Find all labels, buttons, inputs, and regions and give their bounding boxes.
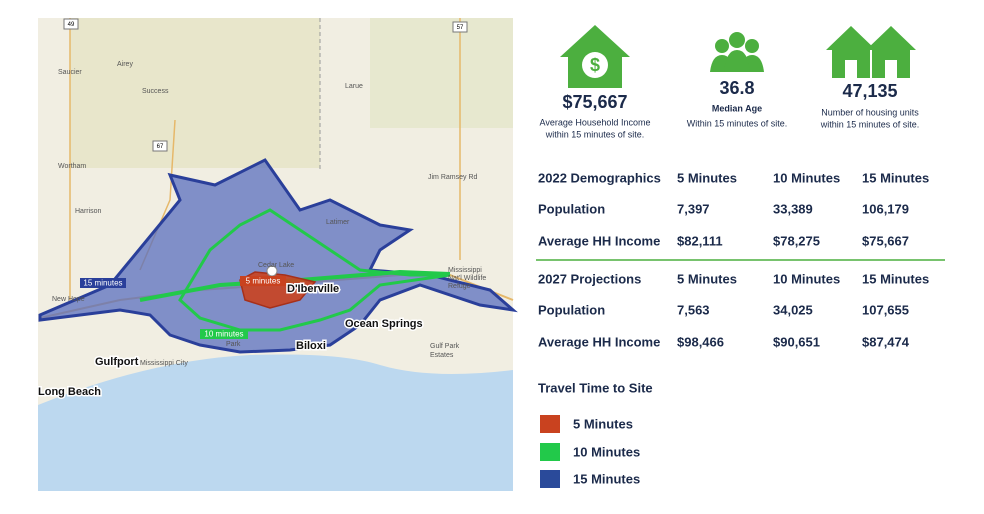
legend-item: 5 Minutes (573, 416, 633, 431)
table-cell: 34,025 (773, 302, 813, 317)
table-cell: Average HH Income (538, 334, 660, 349)
city-label: Gulfport (95, 356, 139, 368)
city-label: Ocean Springs (345, 318, 423, 330)
zone-label: 5 minutes (246, 277, 281, 286)
legend-title: Travel Time to Site (538, 380, 653, 395)
table-cell: 106,179 (862, 201, 909, 216)
place-label: Success (142, 88, 169, 95)
legend-item: 10 Minutes (573, 444, 640, 459)
table-cell: 10 Minutes (773, 271, 840, 286)
stat-label: Average Household Income (540, 117, 651, 127)
stat-label: within 15 minutes of site. (545, 129, 645, 139)
place-label: Larue (345, 83, 363, 90)
table-cell: 5 Minutes (677, 271, 737, 286)
table-cell: 107,655 (862, 302, 909, 317)
highway-shield: 57 (457, 25, 464, 31)
table-cell: $82,111 (677, 233, 723, 248)
place-label: New Hope (52, 296, 85, 303)
highway-shield: 49 (68, 22, 75, 28)
table-cell: $78,275 (773, 233, 820, 248)
table-cell: 5 Minutes (677, 170, 737, 185)
place-label: Cedar Lake (258, 262, 294, 269)
place-label: Gulf Park (430, 343, 460, 350)
place-label: Latimer (326, 219, 350, 226)
table-cell: 15 Minutes (862, 271, 929, 286)
stat-label: Number of housing units (821, 107, 919, 117)
table-cell: $87,474 (862, 334, 910, 349)
place-label: Refuge (448, 283, 471, 290)
svg-text:$: $ (590, 55, 600, 75)
city-label: D'Iberville (287, 283, 339, 295)
table-cell: 10 Minutes (773, 170, 840, 185)
place-label: Mississippi City (140, 360, 188, 367)
table-cell: Population (538, 201, 605, 216)
place-label: Airey (117, 61, 133, 68)
table-cell: $75,667 (862, 233, 909, 248)
place-label: Mississippi (448, 267, 482, 274)
stat-value: $75,667 (562, 92, 627, 112)
table-cell: 15 Minutes (862, 170, 929, 185)
table-cell: Average HH Income (538, 233, 660, 248)
table-cell: Population (538, 302, 605, 317)
place-label: Estates (430, 352, 454, 359)
place-label: Wortham (58, 163, 86, 170)
table-cell: 7,397 (677, 201, 710, 216)
legend-item: 15 Minutes (573, 471, 640, 486)
highway-shield: 67 (157, 144, 164, 150)
zone-label: 15 minutes (83, 279, 122, 288)
stat-label: Median Age (712, 103, 762, 113)
stat-label: Within 15 minutes of site. (687, 118, 788, 128)
tables: 2022 Demographics 5 Minutes 10 Minutes 15 M… (538, 170, 929, 349)
place-label: Nat'l Wildlife (448, 275, 486, 282)
table-cell: $90,651 (773, 334, 820, 349)
table-cell: 7,563 (677, 302, 710, 317)
map: 15 minutes 10 minutes 5 minutes 49 57 67… (37, 18, 518, 491)
table-cell: 2022 Demographics (538, 170, 661, 185)
icons: $ (560, 25, 916, 88)
table-cell: 33,389 (773, 201, 813, 216)
table-cell: $98,466 (677, 334, 724, 349)
table-cell: 2027 Projections (538, 271, 641, 286)
city-label: Long Beach (38, 386, 101, 398)
zone-label: 10 minutes (204, 330, 243, 339)
place-label: Park (226, 341, 241, 348)
stat-value: 36.8 (719, 78, 754, 98)
stat-label: within 15 minutes of site. (820, 119, 920, 129)
city-label: Biloxi (296, 340, 326, 352)
place-label: Harrison (75, 208, 102, 215)
place-label: Saucier (58, 69, 82, 76)
stat-value: 47,135 (842, 81, 897, 101)
place-label: Jim Ramsey Rd (428, 174, 478, 181)
